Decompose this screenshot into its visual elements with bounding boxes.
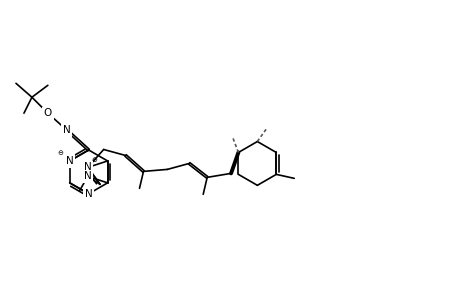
Text: N: N xyxy=(84,162,91,172)
Text: ⊕: ⊕ xyxy=(92,158,97,164)
Text: N: N xyxy=(63,125,71,135)
Text: ⊖: ⊖ xyxy=(58,150,63,156)
Text: N: N xyxy=(66,156,73,166)
Text: O: O xyxy=(44,108,52,118)
Text: N: N xyxy=(84,171,91,182)
Text: N: N xyxy=(84,189,92,199)
